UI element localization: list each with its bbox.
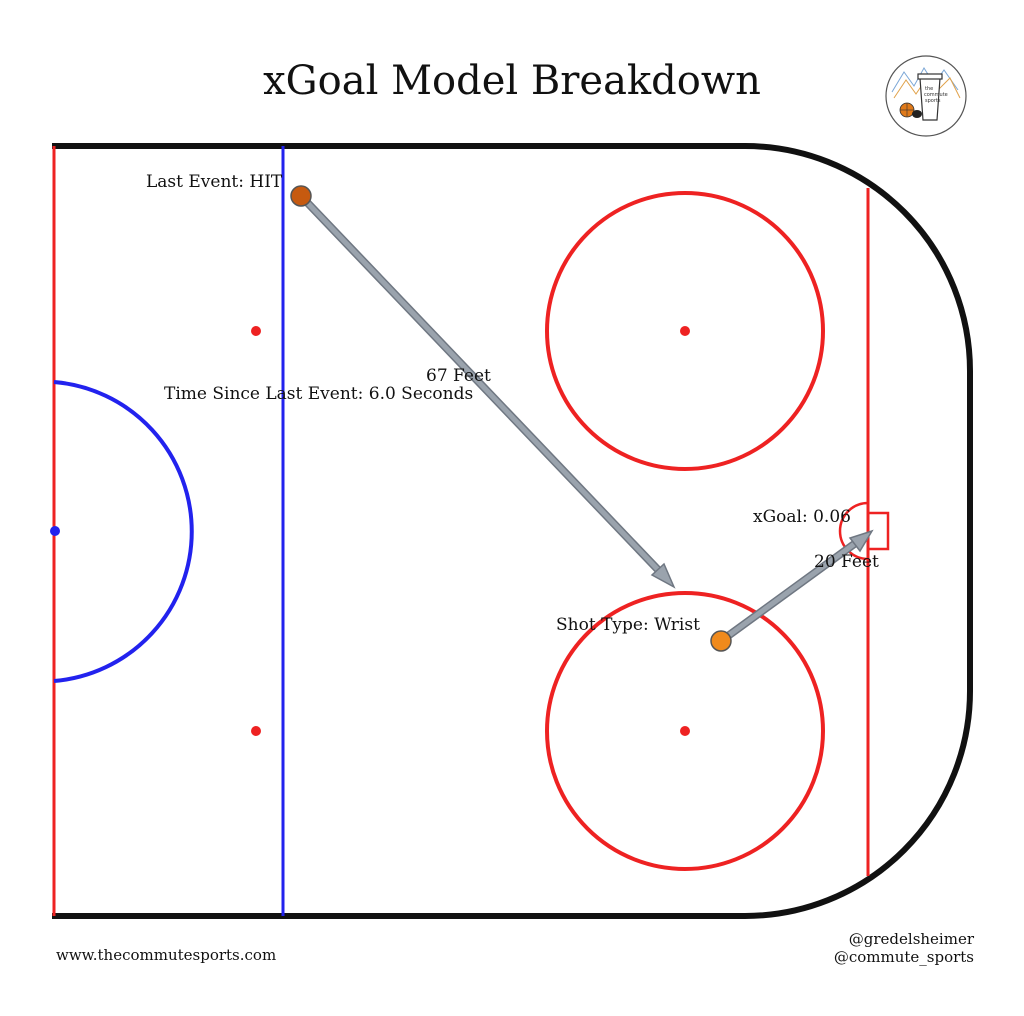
goal-crease — [838, 501, 869, 561]
faceoff-circle-bottom — [545, 591, 825, 871]
handle-commute-sports[interactable]: @commute_sports — [833, 948, 974, 966]
goal-net — [866, 511, 890, 551]
neutral-faceoff-dot-top — [251, 326, 261, 336]
shot-marker — [710, 630, 732, 652]
handle-gredelsheimer[interactable]: @gredelsheimer — [848, 930, 974, 948]
time-since-label: Time Since Last Event: 6.0 Seconds — [164, 384, 473, 404]
social-handles: @gredelsheimer @commute_sports — [834, 930, 974, 966]
svg-text:the: the — [925, 86, 933, 92]
faceoff-dot-bottom — [680, 726, 690, 736]
shot-distance-label: 20 Feet — [814, 552, 879, 572]
commute-sports-logo: the commute sports — [885, 55, 967, 137]
last-event-marker — [290, 185, 312, 207]
faceoff-dot-top — [680, 326, 690, 336]
svg-text:sports: sports — [925, 98, 941, 104]
shot-type-label: Shot Type: Wrist — [556, 615, 700, 635]
center-ice-circle — [53, 380, 194, 683]
website-link[interactable]: www.thecommutesports.com — [56, 946, 277, 964]
neutral-faceoff-dot-bottom — [251, 726, 261, 736]
svg-text:commute: commute — [924, 92, 948, 98]
xgoal-label: xGoal: 0.06 — [753, 507, 851, 527]
pass-distance-label: 67 Feet — [426, 366, 491, 386]
page-title: xGoal Model Breakdown — [263, 58, 761, 104]
last-event-label: Last Event: HIT — [146, 172, 283, 192]
pass-arrow — [297, 192, 676, 589]
shot-arrow — [717, 529, 874, 645]
center-faceoff-dot — [50, 526, 60, 536]
rink-boards — [52, 143, 973, 919]
faceoff-circle-top — [545, 191, 825, 471]
